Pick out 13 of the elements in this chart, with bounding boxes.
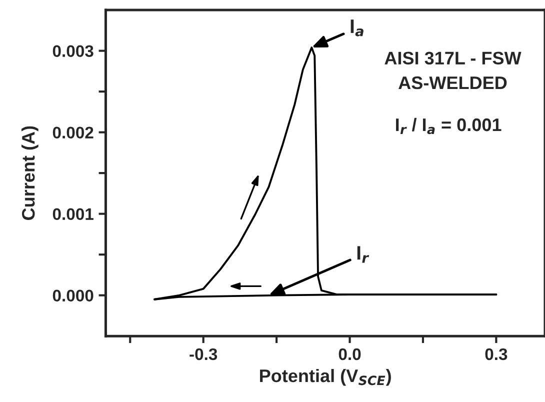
- annotation: AISI 317L - FSW AS-WELDED: [384, 52, 522, 90]
- y-tick-label: 0.002: [52, 126, 94, 139]
- x-axis-title: Potential (V$_{SCE}$): [260, 368, 391, 386]
- y-tick-label: 0.001: [52, 208, 94, 220]
- annotation: I$_{r}$ / I$_{a}$ = 0.001: [396, 118, 502, 134]
- y-tick-label: 0.003: [52, 45, 94, 58]
- x-tick-label: -0.3: [190, 348, 218, 360]
- annotation: I$_{r}$: [357, 246, 370, 263]
- annotation: I$_{a}$: [350, 20, 364, 36]
- y-tick-label: 0.000: [52, 290, 94, 302]
- y-axis-title: Current (A): [22, 126, 38, 220]
- x-tick-label: 0.0: [338, 348, 361, 360]
- x-tick-label: 0.3: [485, 348, 508, 360]
